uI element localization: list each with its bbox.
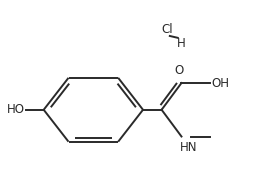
Text: H: H bbox=[176, 37, 185, 50]
Text: HN: HN bbox=[180, 141, 197, 154]
Text: HO: HO bbox=[7, 103, 25, 116]
Text: OH: OH bbox=[210, 77, 228, 89]
Text: O: O bbox=[174, 64, 183, 78]
Text: Cl: Cl bbox=[161, 23, 172, 36]
